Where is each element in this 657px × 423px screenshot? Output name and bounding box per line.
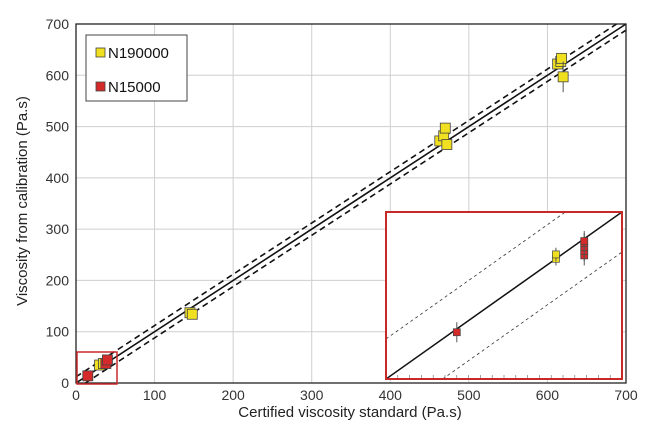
y-tick-label: 100 [46, 324, 70, 340]
y-tick-label: 0 [61, 375, 69, 391]
legend-marker-n15000 [95, 81, 106, 92]
upper-band-line [75, 23, 618, 378]
inset-border [385, 211, 623, 380]
point-n190000 [439, 122, 451, 134]
x-tick-label: 500 [457, 387, 481, 403]
legend-label-n15000: N15000 [108, 79, 161, 96]
data-points [82, 52, 569, 382]
x-tick-label: 700 [614, 387, 638, 403]
x-tick-labels: 0 100 200 300 400 500 600 700 [72, 387, 638, 403]
point-n15000 [102, 354, 113, 366]
legend: N190000 N15000 [85, 34, 188, 102]
x-tick-label: 0 [72, 387, 80, 403]
inset-point-n15000 [452, 328, 461, 337]
y-tick-label: 300 [46, 221, 70, 237]
y-tick-label: 700 [46, 16, 70, 32]
zoom-region-box [76, 351, 118, 385]
identity-line [75, 23, 627, 384]
lower-band-line [84, 29, 627, 384]
y-axis-label: Viscosity from calibration (Pa.s) [14, 96, 31, 306]
inset-plot [386, 212, 622, 379]
point-n190000 [441, 139, 453, 150]
x-tick-label: 600 [536, 387, 560, 403]
inset-point-n15000 [580, 237, 589, 245]
y-tick-label: 200 [46, 272, 70, 288]
reference-lines [75, 23, 627, 384]
inset-lower-band-line [442, 251, 622, 379]
point-n190000 [556, 52, 567, 64]
plot-frame [75, 23, 627, 384]
point-n190000 [186, 308, 198, 320]
inset-upper-band-line [386, 212, 566, 340]
grid-lines [75, 23, 627, 384]
legend-label-n190000: N190000 [108, 45, 169, 62]
x-tick-label: 300 [300, 387, 324, 403]
y-tick-label: 500 [46, 119, 70, 135]
y-tick-label: 400 [46, 170, 70, 186]
point-n15000 [82, 370, 94, 382]
inset-point-n190000 [552, 250, 560, 259]
x-tick-label: 100 [143, 387, 167, 403]
y-tick-label: 600 [46, 67, 70, 83]
x-axis-label: Certified viscosity standard (Pa.s) [238, 404, 461, 421]
x-tick-label: 400 [379, 387, 403, 403]
x-tick-label: 200 [221, 387, 245, 403]
point-n190000 [557, 71, 569, 83]
inset-zoom [385, 211, 623, 380]
y-tick-labels: 0 100 200 300 400 500 600 700 [46, 16, 70, 391]
legend-marker-n190000 [95, 47, 106, 58]
